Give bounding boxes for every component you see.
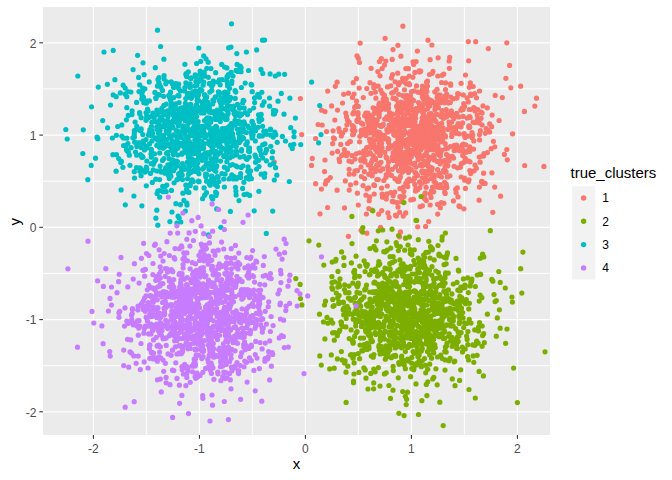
svg-text:4: 4 xyxy=(602,261,609,275)
svg-text:0: 0 xyxy=(302,442,309,456)
svg-text:1: 1 xyxy=(30,129,37,143)
svg-text:1: 1 xyxy=(408,442,415,456)
svg-text:1: 1 xyxy=(602,191,609,205)
svg-text:true_clusters: true_clusters xyxy=(571,164,657,181)
svg-text:-1: -1 xyxy=(26,313,37,327)
svg-text:3: 3 xyxy=(602,238,609,252)
svg-text:2: 2 xyxy=(602,215,609,229)
svg-text:x: x xyxy=(293,455,301,472)
svg-text:-2: -2 xyxy=(88,442,99,456)
svg-text:2: 2 xyxy=(514,442,521,456)
svg-text:-2: -2 xyxy=(26,406,37,420)
svg-text:0: 0 xyxy=(30,221,37,235)
svg-text:y: y xyxy=(6,217,23,225)
svg-text:2: 2 xyxy=(30,37,37,51)
svg-text:-1: -1 xyxy=(194,442,205,456)
